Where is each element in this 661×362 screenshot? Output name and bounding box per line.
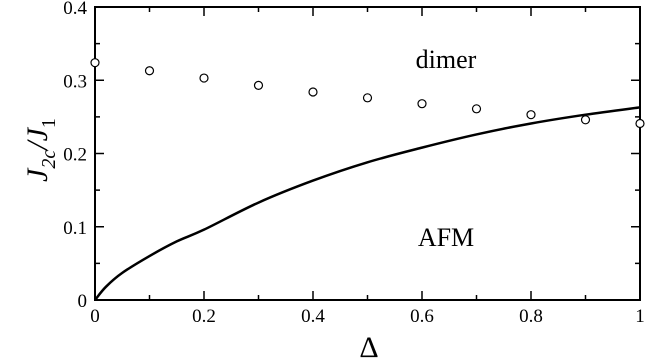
data-point [526,110,536,120]
y-axis-label: J2c/J1 [21,118,60,182]
x-tick-label: 0.2 [192,306,216,327]
x-tick-label: 0.4 [301,306,325,327]
data-point [580,115,591,125]
data-point [253,80,264,90]
y-label-sub-1: 1 [38,118,60,128]
y-tick-label: 0.3 [63,71,87,92]
data-point [308,87,318,97]
phase-boundary-line [94,106,641,301]
x-tick-label: 0 [90,306,100,327]
x-tick-label: 1 [635,306,645,327]
ticks: 0 0.2 0.4 0.6 0.8 1 0 0.1 0.2 0.3 0.4 [63,0,645,327]
data-point [90,58,100,68]
data-point [635,118,645,129]
y-tick-label: 0.4 [63,0,87,19]
region-label-afm: AFM [418,223,474,252]
x-axis-label: Δ [359,331,378,362]
data-point [362,93,373,103]
plot-frame [94,6,641,301]
y-label-slash: /J [21,126,54,151]
data-point [417,99,427,109]
region-label-dimer: dimer [416,45,477,74]
data-point [199,73,209,83]
data-point [144,66,155,76]
x-tick-label: 0.6 [410,306,434,327]
y-label-main: J [21,167,54,182]
y-label-sub-2c: 2c [38,150,60,169]
y-tick-label: 0.1 [63,218,87,239]
x-tick-label: 0.8 [519,306,543,327]
data-point [471,104,482,114]
axes [94,6,641,301]
y-tick-label: 0 [78,291,88,312]
y-tick-label: 0.2 [63,145,87,166]
data-marks [90,58,645,301]
